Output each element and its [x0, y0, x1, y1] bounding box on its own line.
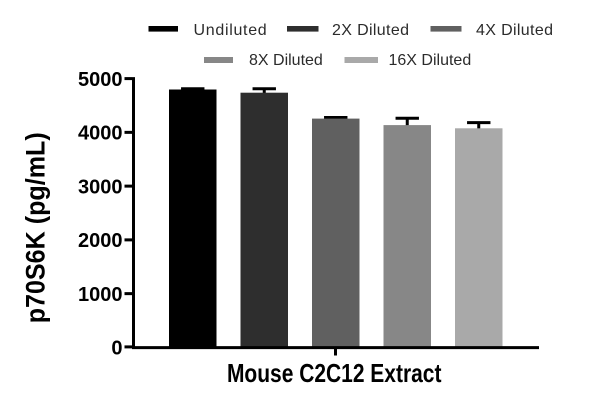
svg-text:3000: 3000 [78, 176, 123, 198]
svg-text:1000: 1000 [78, 284, 123, 306]
svg-text:2X Diluted: 2X Diluted [332, 22, 409, 39]
svg-text:4000: 4000 [78, 123, 123, 145]
svg-text:Mouse C2C12 Extract: Mouse C2C12 Extract [227, 358, 442, 388]
svg-text:5000: 5000 [78, 69, 123, 91]
svg-text:16X Diluted: 16X Diluted [389, 52, 472, 69]
svg-text:2000: 2000 [78, 230, 123, 252]
svg-text:p70S6K (pg/mL): p70S6K (pg/mL) [21, 132, 51, 323]
svg-text:0: 0 [111, 338, 122, 360]
svg-text:8X Diluted: 8X Diluted [249, 52, 323, 69]
svg-text:Undiluted: Undiluted [194, 22, 268, 39]
svg-text:4X Diluted: 4X Diluted [476, 22, 553, 39]
